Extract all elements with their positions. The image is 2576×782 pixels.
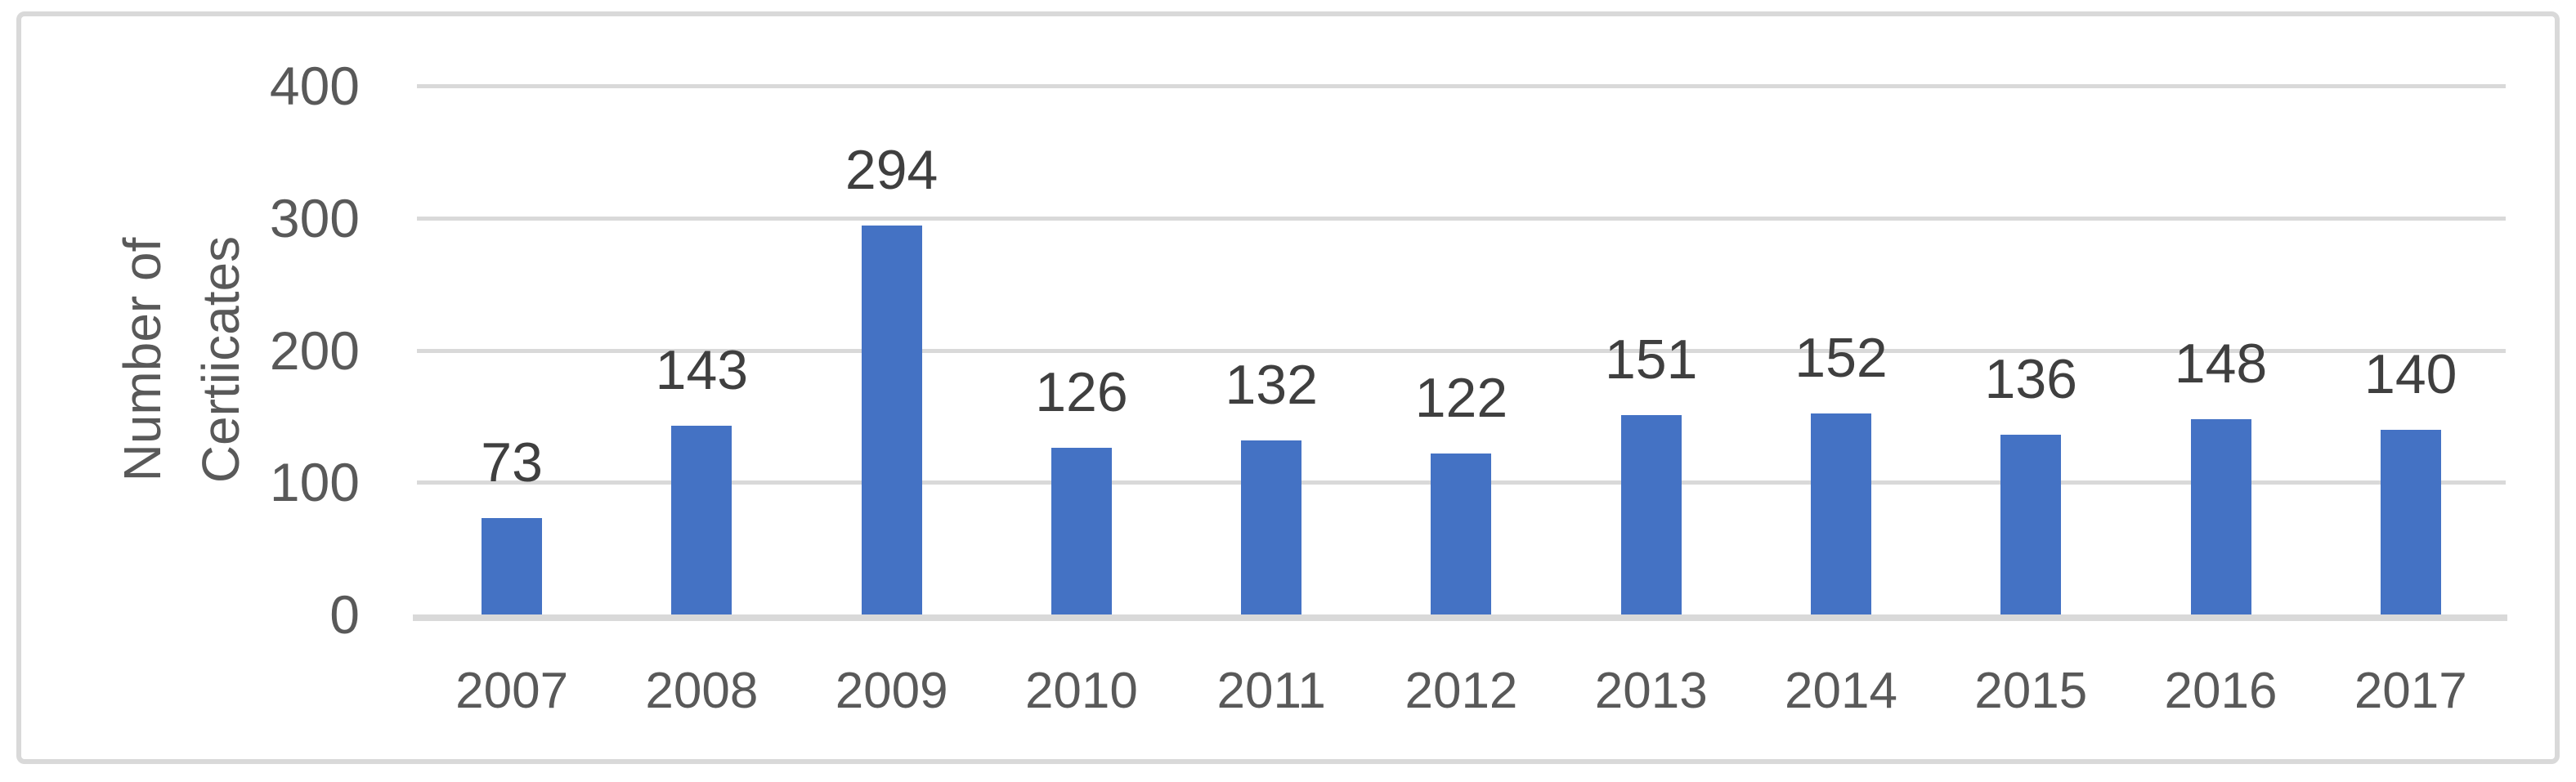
data-label-2015: 136 — [1984, 348, 2077, 411]
bar-2013 — [1620, 414, 1682, 614]
y-tick-100: 100 — [269, 452, 360, 513]
data-label-2009: 294 — [844, 139, 939, 202]
data-label-2010: 126 — [1035, 361, 1128, 424]
y-tick-0: 0 — [329, 584, 360, 645]
y-tick-300: 300 — [269, 187, 360, 248]
bar-2007 — [482, 517, 543, 614]
bar-2012 — [1431, 453, 1492, 614]
y-tick-200: 200 — [269, 320, 360, 381]
bar-2017 — [2380, 429, 2441, 614]
bar-2010 — [1051, 448, 1112, 614]
x-label-2010: 2010 — [1024, 663, 1138, 719]
data-label-2012: 122 — [1414, 366, 1508, 429]
x-label-2014: 2014 — [1785, 663, 1897, 719]
x-label-2011: 2011 — [1216, 663, 1326, 719]
x-label-2016: 2016 — [2164, 663, 2278, 719]
bar-2016 — [2190, 418, 2251, 614]
bar-2015 — [2000, 435, 2062, 614]
bar-2014 — [1810, 413, 1871, 614]
bar-slot-2017: 140 — [2316, 86, 2506, 614]
bar-slot-2011: 132 — [1176, 86, 1366, 614]
x-label-2013: 2013 — [1594, 663, 1708, 719]
gridline-300 — [417, 216, 2506, 221]
x-axis-line — [413, 614, 2507, 621]
bar-2009 — [861, 226, 922, 614]
x-label-2012: 2012 — [1404, 663, 1518, 719]
data-label-2013: 151 — [1604, 328, 1698, 391]
data-label-2017: 140 — [2364, 342, 2457, 405]
x-label-2017: 2017 — [2354, 663, 2467, 719]
x-label-2015: 2015 — [1974, 663, 2088, 719]
bar-slot-2014: 152 — [1746, 86, 1936, 614]
data-label-2008: 143 — [655, 338, 749, 401]
x-label-2009: 2009 — [835, 663, 948, 719]
bar-slot-2016: 148 — [2126, 86, 2315, 614]
x-label-2007: 2007 — [455, 663, 569, 719]
data-label-2016: 148 — [2174, 332, 2268, 395]
bar-slot-2008: 143 — [607, 86, 796, 614]
bar-2011 — [1241, 440, 1302, 614]
plot-area: 73 143 294 126 132 122 151 152 136 148 140 — [417, 86, 2506, 614]
data-label-2014: 152 — [1794, 327, 1888, 390]
gridline-200 — [417, 348, 2506, 353]
bar-slot-2015: 136 — [1936, 86, 2126, 614]
gridline-400 — [417, 84, 2506, 88]
data-label-2011: 132 — [1225, 353, 1318, 416]
y-tick-400: 400 — [269, 56, 360, 116]
x-axis-labels: 2007 2008 2009 2010 2011 2012 2013 2014 2015 2016… — [417, 666, 2506, 717]
x-label-2008: 2008 — [645, 663, 759, 719]
bar-slot-2013: 151 — [1557, 86, 1746, 614]
data-label-2007: 73 — [481, 431, 543, 494]
bar-slot-2012: 122 — [1366, 86, 1556, 614]
bar-slot-2007: 73 — [417, 86, 607, 614]
bar-2008 — [671, 425, 732, 614]
bar-slot-2009: 294 — [797, 86, 987, 614]
bar-slot-2010: 126 — [987, 86, 1176, 614]
chart-frame — [16, 11, 2560, 764]
